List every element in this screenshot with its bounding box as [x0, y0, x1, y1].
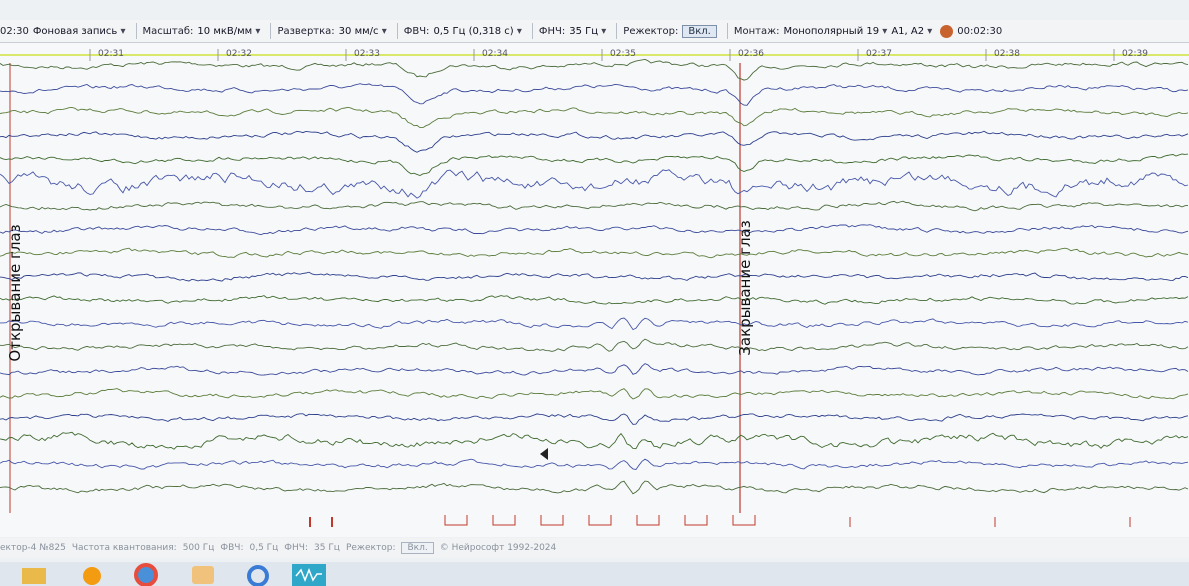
lpf-dropdown[interactable]: 35 Гц: [569, 26, 606, 37]
hpf: 0,5 Гц: [249, 543, 278, 553]
record-time: 02:30: [0, 26, 29, 37]
app-icon[interactable]: [192, 566, 214, 584]
time-label: 02:37: [866, 49, 892, 59]
media-icon[interactable]: [83, 567, 101, 585]
montage-label: Монтаж:: [734, 26, 780, 37]
annotation: Закрывание глаз: [736, 220, 754, 355]
notch-label: Режектор:: [623, 26, 678, 37]
folder-icon[interactable]: [22, 568, 46, 584]
lpf-label: ФНЧ:: [539, 26, 565, 37]
ie-icon[interactable]: [249, 567, 267, 585]
lpf-label: ФНЧ:: [284, 543, 308, 553]
toolbar: 02:30 Фоновая запись Масштаб: 10 мкВ/мм …: [0, 20, 1189, 43]
time-label: 02:35: [610, 49, 636, 59]
device: ектор-4 №825: [0, 543, 66, 553]
browser-icon[interactable]: [136, 565, 156, 585]
montage-dropdown[interactable]: Монополярный 19: [783, 26, 887, 37]
sweep-dropdown[interactable]: 30 мм/с: [339, 26, 387, 37]
sweep-label: Развертка:: [277, 26, 334, 37]
hpf-label: ФВЧ:: [404, 26, 430, 37]
eeg-plot: 02:31 02:32 02:33 02:34 02:35 02:36 02:37 02:38…: [0, 43, 1189, 537]
time-label: 02:39: [1122, 49, 1148, 59]
screen: {"toolbar": {"time": "02:30", "mode": "Ф…: [0, 0, 1189, 586]
rate: 500 Гц: [183, 543, 215, 553]
notch-button[interactable]: Вкл.: [682, 25, 716, 38]
notch-label: Режектор:: [346, 543, 396, 553]
status-bar: ектор-4 №825 Частота квантования: 500 Гц…: [0, 538, 1189, 558]
hpf-label: ФВЧ:: [220, 543, 243, 553]
lpf: 35 Гц: [314, 543, 340, 553]
scale-dropdown[interactable]: 10 мкВ/мм: [197, 26, 260, 37]
brain-icon[interactable]: [940, 25, 953, 38]
separator: [727, 23, 728, 39]
mode-dropdown[interactable]: Фоновая запись: [33, 26, 126, 37]
time-label: 02:36: [738, 49, 764, 59]
separator: [270, 23, 271, 39]
reference-dropdown[interactable]: A1, A2: [891, 26, 932, 37]
annotation: Открывание глаз: [6, 224, 24, 361]
copyright: © Нейрософт 1992-2024: [440, 543, 557, 553]
separator: [136, 23, 137, 39]
separator: [532, 23, 533, 39]
time-label: 02:38: [994, 49, 1020, 59]
taskbar: [0, 562, 1189, 586]
clock: 00:02:30: [957, 26, 1002, 37]
time-label: 02:31: [98, 49, 124, 59]
time-label: 02:34: [482, 49, 508, 59]
separator: [616, 23, 617, 39]
separator: [397, 23, 398, 39]
rate-label: Частота квантования:: [72, 543, 177, 553]
notch-button[interactable]: Вкл.: [401, 542, 433, 554]
time-label: 02:33: [354, 49, 380, 59]
time-label: 02:32: [226, 49, 252, 59]
scale-label: Масштаб:: [143, 26, 194, 37]
hpf-dropdown[interactable]: 0,5 Гц (0,318 с): [433, 26, 521, 37]
